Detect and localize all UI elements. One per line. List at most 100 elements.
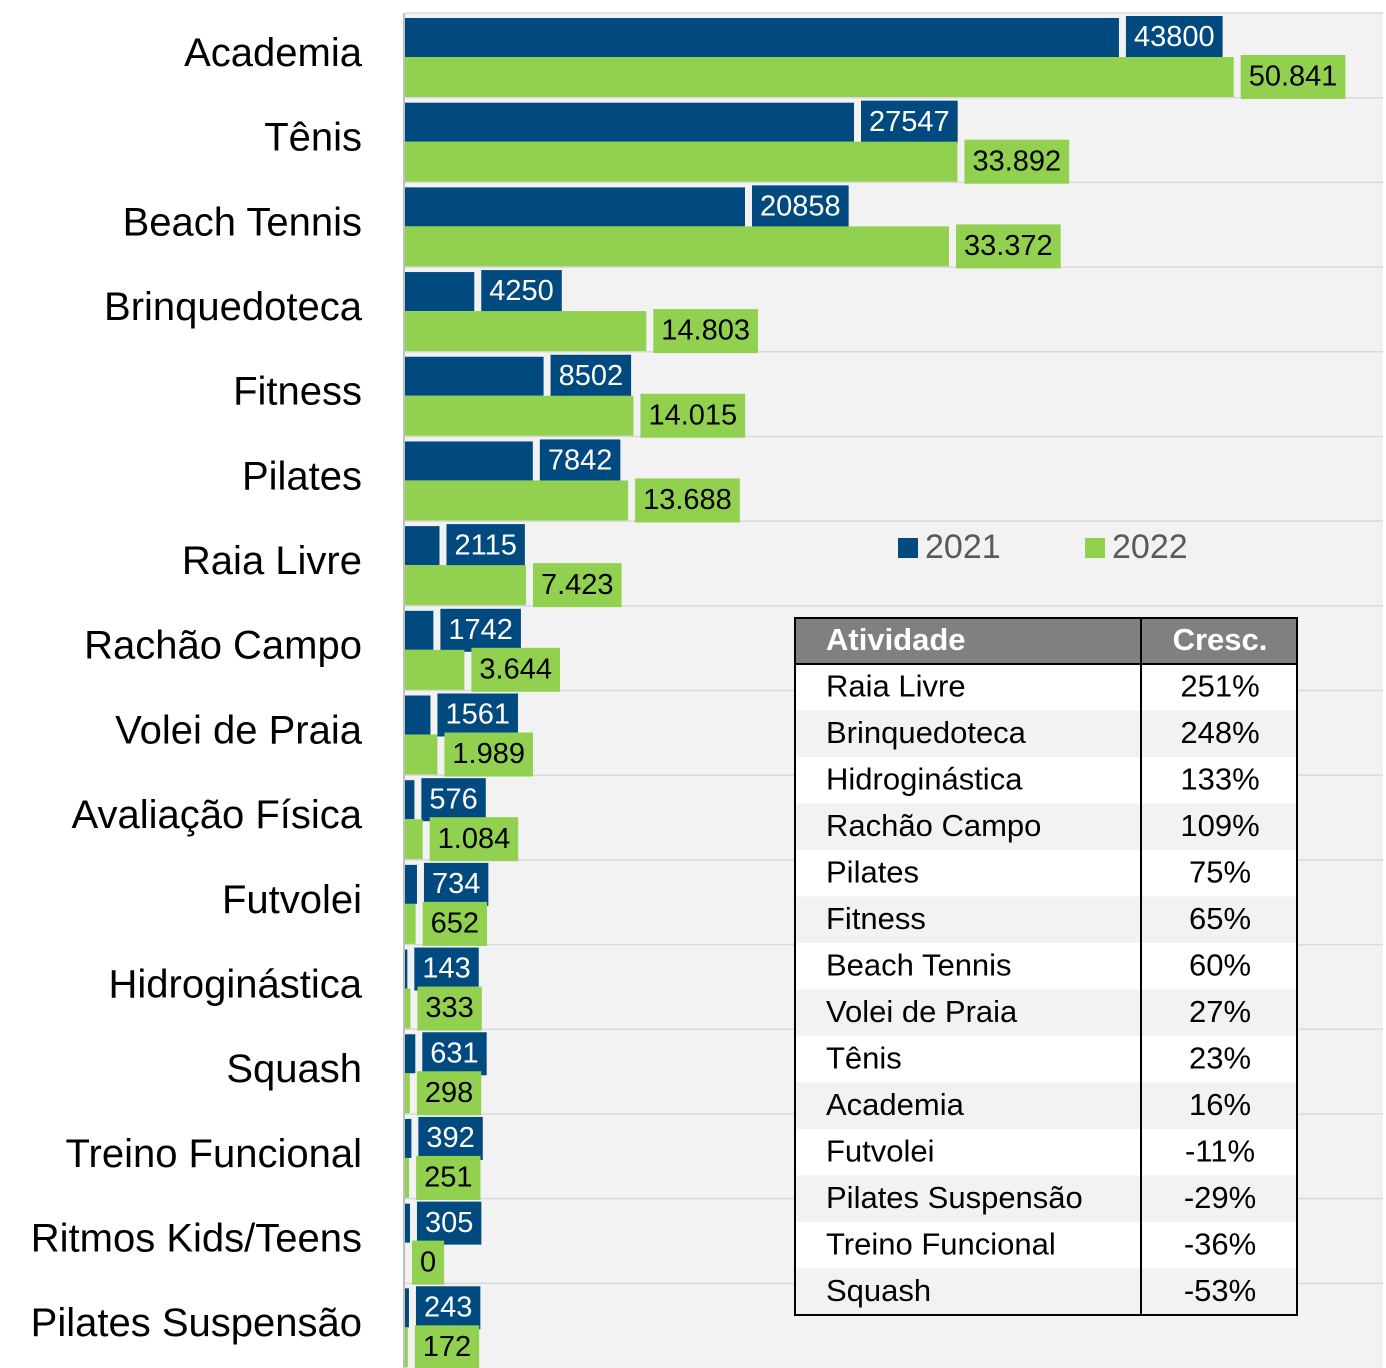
category-label: Treino Funcional <box>66 1132 362 1176</box>
label-box <box>444 732 533 777</box>
bar <box>405 57 1234 97</box>
bar <box>405 1073 410 1114</box>
label-box <box>423 862 489 906</box>
table-cell: Tênis <box>826 1040 902 1075</box>
table-row <box>795 1175 1297 1222</box>
table-header <box>795 618 1297 664</box>
table-row <box>795 1222 1297 1269</box>
label-box <box>429 817 519 862</box>
table-cell: -53% <box>1184 1273 1256 1308</box>
table-row <box>795 1129 1297 1176</box>
data-label: 243 <box>424 1291 472 1323</box>
label-box <box>416 1201 482 1245</box>
bar <box>405 1157 410 1198</box>
data-label: 43800 <box>1134 21 1215 53</box>
data-label: 14.803 <box>661 315 750 347</box>
bar <box>405 1203 410 1243</box>
table-cell: Volei de Praia <box>826 994 1018 1029</box>
table-cell: Pilates Suspensão <box>826 1180 1083 1215</box>
table-row <box>795 757 1297 804</box>
data-label: 576 <box>429 783 477 815</box>
label-box <box>955 224 1061 269</box>
label-box <box>415 1286 481 1330</box>
bar <box>405 649 465 690</box>
bar <box>405 141 958 182</box>
category-label: Raia Livre <box>182 539 362 583</box>
category-label: Squash <box>226 1047 362 1091</box>
label-box <box>640 393 746 438</box>
category-label: Beach Tennis <box>123 200 362 244</box>
bar <box>405 734 438 775</box>
label-box <box>417 986 482 1031</box>
label-box <box>416 1155 481 1200</box>
label-box <box>422 901 488 946</box>
table-cell: Futvolei <box>826 1133 935 1168</box>
bar <box>405 949 408 989</box>
bar <box>405 565 526 606</box>
category-label: Brinquedoteca <box>104 285 363 329</box>
label-box <box>532 563 622 608</box>
data-label: 392 <box>426 1122 474 1154</box>
data-label: 1.084 <box>438 823 511 855</box>
bar <box>405 780 415 820</box>
data-label: 8502 <box>559 360 624 392</box>
data-label: 1742 <box>448 614 513 646</box>
data-label: 1561 <box>445 699 510 731</box>
bar <box>405 1034 416 1074</box>
label-box <box>446 524 525 568</box>
label-box <box>471 647 560 692</box>
table-cell: 248% <box>1180 715 1259 750</box>
data-label: 652 <box>431 908 479 940</box>
category-label: Rachão Campo <box>84 624 362 668</box>
data-label: 143 <box>422 953 470 985</box>
label-box <box>412 1240 445 1285</box>
data-label: 27547 <box>869 106 950 138</box>
label-box <box>481 270 562 314</box>
bar <box>405 480 629 521</box>
bar <box>405 1118 412 1158</box>
label-box <box>421 778 486 822</box>
table-row <box>795 1036 1297 1083</box>
data-label: 305 <box>425 1207 473 1239</box>
bar <box>405 395 634 436</box>
table-cell: Raia Livre <box>826 668 966 703</box>
table: Raia Livre 251% Brinquedoteca 248% Hidroginá… <box>794 617 1298 1316</box>
label-box <box>416 1071 482 1116</box>
bar <box>405 272 475 312</box>
category-label: Volei de Praia <box>115 708 363 752</box>
table-cell: Fitness <box>826 901 926 936</box>
data-label: 298 <box>425 1077 473 1109</box>
table-row <box>795 1268 1297 1315</box>
bar <box>405 102 855 142</box>
data-label: 251 <box>424 1162 472 1194</box>
bar <box>405 526 440 566</box>
bar <box>405 311 647 352</box>
label-box <box>539 439 621 483</box>
table-cell: Brinquedoteca <box>826 715 1027 750</box>
table-border <box>794 617 1298 1316</box>
table-row <box>795 989 1297 1036</box>
table-row <box>795 710 1297 757</box>
label-box <box>418 1116 483 1160</box>
label-box <box>635 478 740 523</box>
data-label: 2115 <box>454 529 516 561</box>
category-label: Futvolei <box>222 878 362 922</box>
data-label: 0 <box>420 1246 436 1278</box>
table-cell: 16% <box>1189 1087 1251 1122</box>
table-cell: 75% <box>1189 854 1251 889</box>
data-label: 3.644 <box>479 653 552 685</box>
category-label: Ritmos Kids/Teens <box>31 1217 362 1261</box>
legend-label: 2021 <box>925 528 1001 566</box>
table-header-cell: Cresc. <box>1173 622 1268 657</box>
data-label: 33.892 <box>972 145 1061 177</box>
table-cell: -36% <box>1184 1226 1256 1261</box>
data-label: 631 <box>430 1037 478 1069</box>
bar <box>405 226 949 267</box>
table-cell: 65% <box>1189 901 1251 936</box>
table-cell: 23% <box>1189 1040 1251 1075</box>
data-label: 7.423 <box>541 569 614 601</box>
table-row <box>795 943 1297 990</box>
table-cell: 60% <box>1189 947 1251 982</box>
table-cell: Rachão Campo <box>826 808 1041 843</box>
